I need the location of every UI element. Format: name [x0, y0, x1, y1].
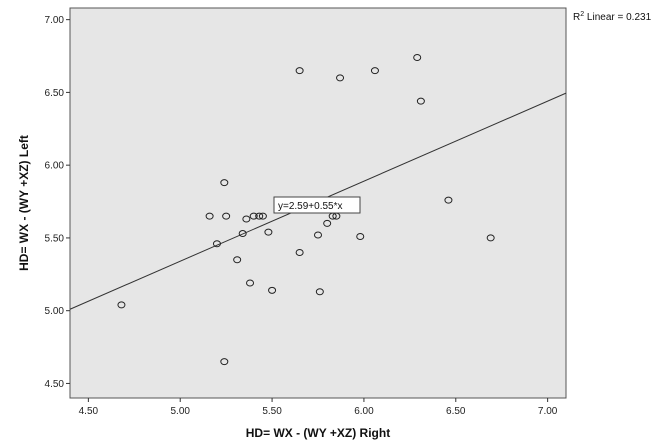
data-point: [220, 358, 229, 366]
data-point: [212, 240, 221, 248]
data-point: [416, 97, 425, 105]
data-point: [268, 286, 277, 294]
data-point: [314, 231, 322, 239]
x-tick-label: 5.50: [262, 406, 282, 417]
y-axis-title: HD= WX - (WY +XZ) Left: [17, 135, 31, 271]
data-point: [486, 234, 495, 242]
data-point: [413, 53, 422, 61]
x-axis-title: HD= WX - (WY +XZ) Right: [246, 426, 390, 440]
r2-label: R2 Linear = 0.231: [573, 11, 652, 23]
y-tick-label: 5.00: [45, 306, 65, 317]
x-tick-label: 6.50: [446, 406, 466, 417]
fit-equation-box: y=2.59+0.55*x: [273, 196, 361, 214]
x-tick-label: 4.50: [79, 406, 99, 417]
data-point: [220, 179, 229, 187]
data-point: [238, 230, 247, 238]
x-tick-label: 6.00: [354, 406, 374, 417]
data-point: [255, 212, 264, 220]
data-point: [336, 74, 345, 82]
y-tick-label: 4.50: [45, 379, 65, 390]
data-point: [233, 256, 242, 264]
r2-superscript: 2: [580, 11, 584, 18]
data-point: [370, 67, 379, 75]
data-point: [323, 219, 332, 227]
data-point: [264, 228, 273, 236]
y-tick-label: 5.50: [45, 233, 65, 244]
data-point: [117, 301, 126, 309]
y-tick-label: 6.00: [45, 161, 65, 172]
y-tick-label: 7.00: [45, 15, 65, 26]
data-point: [205, 212, 214, 220]
data-point: [246, 279, 255, 287]
data-point: [444, 196, 453, 204]
data-point: [222, 212, 231, 220]
y-tick-label: 6.50: [45, 88, 65, 99]
data-point: [242, 215, 251, 223]
data-point: [315, 288, 324, 296]
fit-equation-label: y=2.59+0.55*x: [278, 201, 343, 212]
data-point: [356, 232, 365, 240]
x-tick-label: 5.00: [170, 406, 190, 417]
data-point: [258, 212, 267, 220]
x-tick-label: 7.00: [538, 406, 558, 417]
r2-rest: Linear = 0.231: [584, 12, 651, 23]
data-point: [295, 67, 304, 75]
data-point: [249, 212, 258, 220]
data-point: [295, 248, 304, 256]
r2-prefix: R: [573, 12, 580, 23]
